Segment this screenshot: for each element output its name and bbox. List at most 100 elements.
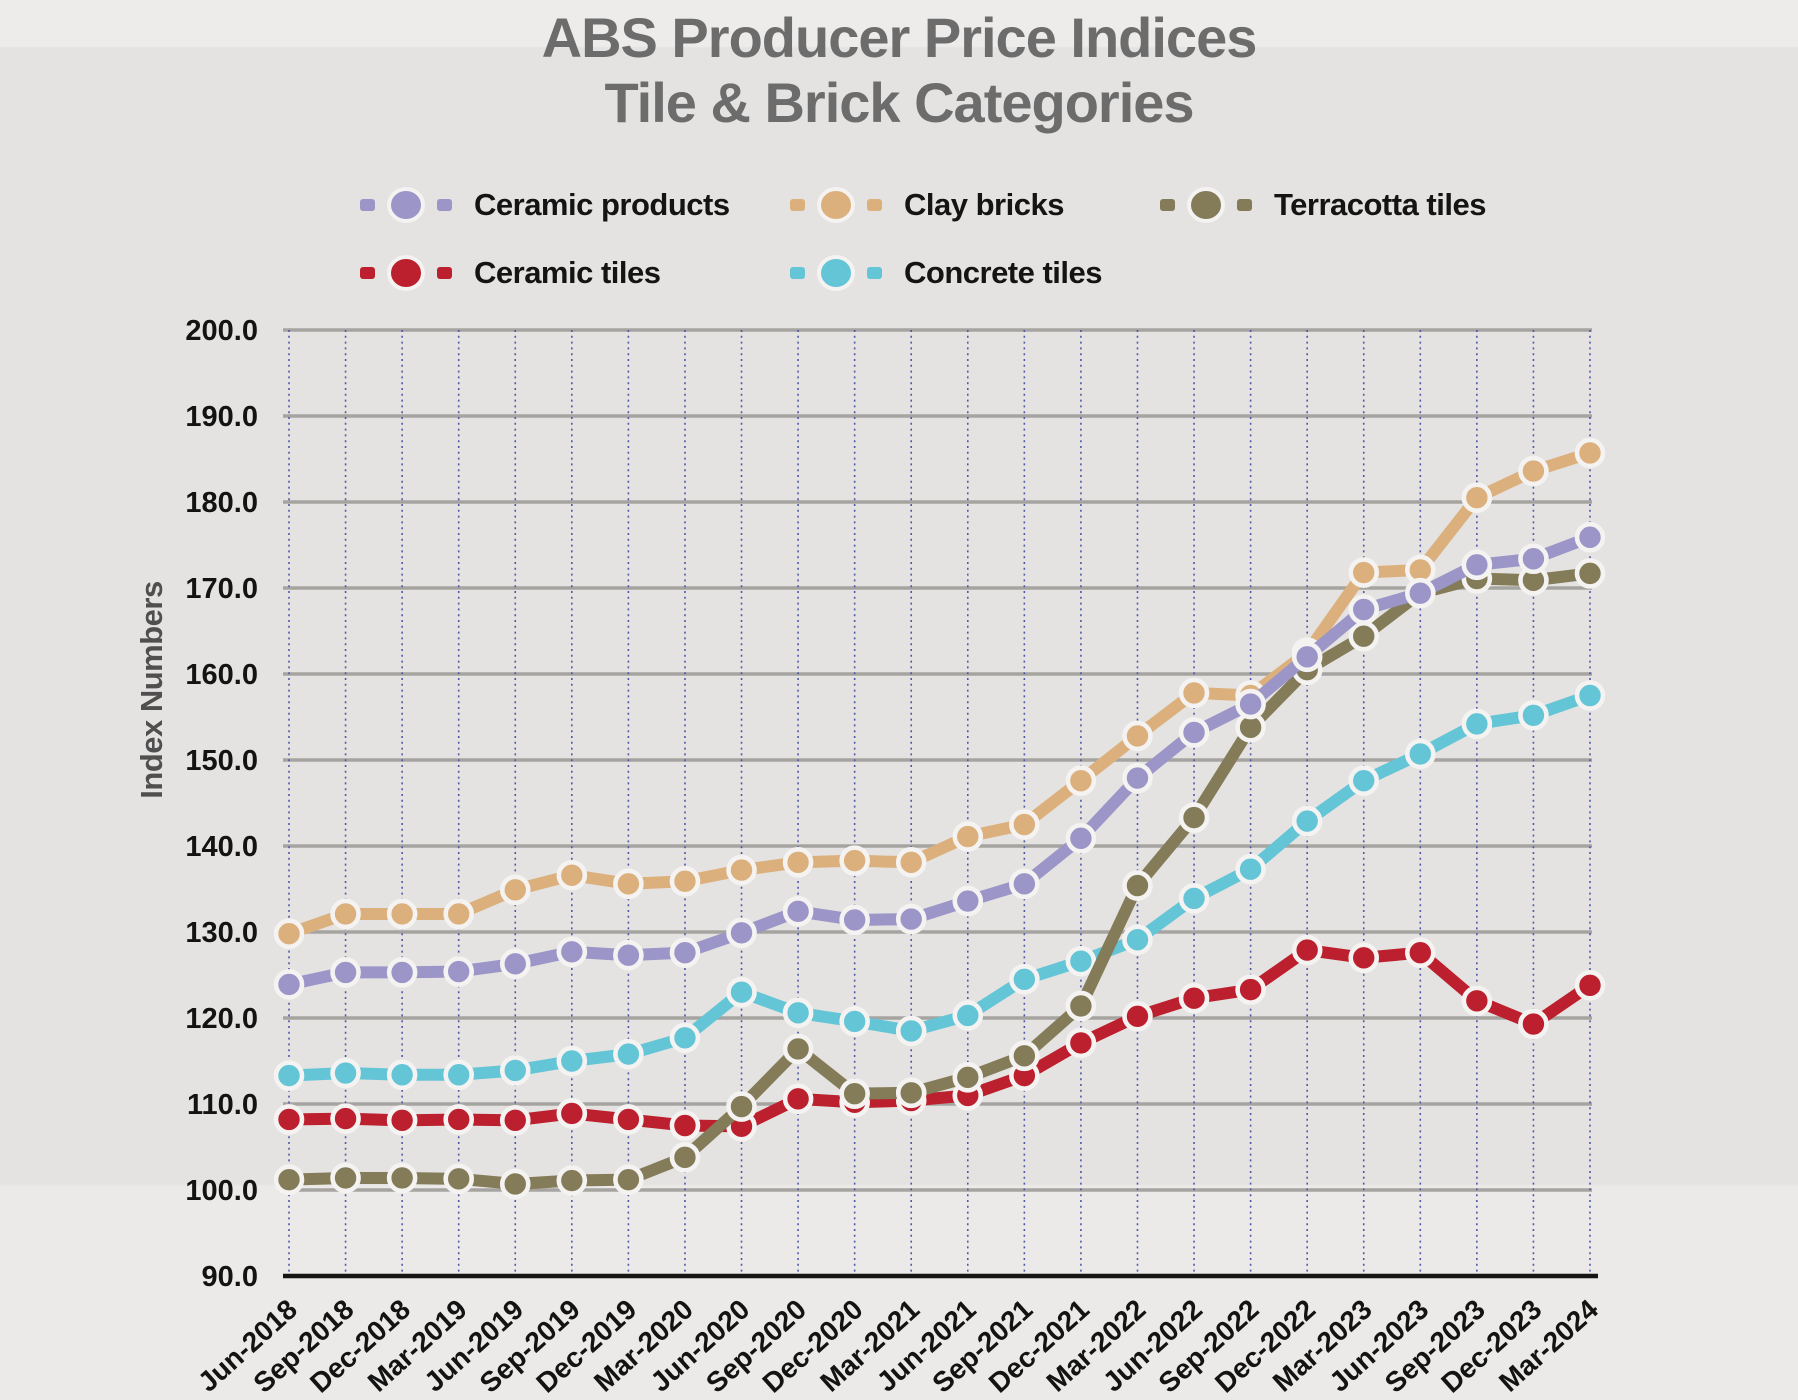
data-point-terracotta-tiles-mar-2022 [1122, 870, 1153, 901]
data-point-concrete-tiles-dec-2020 [839, 1006, 870, 1037]
data-point-ceramic-products-mar-2023 [1348, 594, 1380, 625]
data-point-concrete-tiles-jun-2022 [1178, 883, 1210, 914]
data-point-concrete-tiles-mar-2024 [1574, 680, 1606, 711]
data-point-ceramic-products-mar-2020 [669, 937, 701, 968]
data-point-ceramic-products-mar-2019 [443, 956, 474, 987]
data-point-clay-bricks-dec-2018 [386, 898, 418, 930]
data-point-clay-bricks-mar-2024 [1574, 437, 1606, 469]
legend-line-marker-icon [790, 255, 882, 291]
data-point-concrete-tiles-jun-2020 [726, 976, 757, 1008]
data-point-ceramic-tiles-dec-2021 [1065, 1027, 1097, 1059]
data-point-terracotta-tiles-jun-2020 [726, 1091, 757, 1122]
data-point-ceramic-products-dec-2023 [1518, 543, 1549, 575]
legend-line-marker-icon [360, 255, 452, 291]
data-point-terracotta-tiles-dec-2020 [839, 1078, 870, 1109]
data-point-terracotta-tiles-mar-2019 [443, 1163, 474, 1195]
data-point-clay-bricks-sep-2023 [1461, 482, 1493, 514]
data-point-ceramic-products-sep-2021 [1009, 868, 1040, 900]
data-point-concrete-tiles-sep-2019 [556, 1045, 588, 1077]
data-point-clay-bricks-dec-2021 [1065, 765, 1097, 796]
data-point-ceramic-tiles-mar-2022 [1122, 1000, 1153, 1032]
chart-legend: Ceramic products Clay bricks Terracotta ti… [0, 0, 1798, 310]
data-point-ceramic-tiles-dec-2022 [1291, 934, 1323, 966]
x-axis-tick-labels: Jun-2018Sep-2018Dec-2018Mar-2019Jun-2019… [192, 1293, 1604, 1399]
data-point-terracotta-tiles-dec-2019 [613, 1164, 644, 1195]
data-point-concrete-tiles-sep-2021 [1009, 963, 1040, 995]
data-point-clay-bricks-sep-2020 [782, 847, 814, 878]
data-point-concrete-tiles-jun-2019 [499, 1055, 531, 1086]
data-point-terracotta-tiles-sep-2020 [782, 1033, 814, 1065]
data-point-ceramic-products-jun-2019 [499, 948, 531, 980]
legend-line-marker-icon [360, 187, 452, 223]
data-point-terracotta-tiles-jun-2021 [952, 1062, 984, 1093]
data-point-terracotta-tiles-jun-2018 [273, 1164, 305, 1195]
y-tick-label: 180.0 [185, 487, 258, 519]
data-point-concrete-tiles-mar-2021 [895, 1015, 927, 1047]
legend-label: Terracotta tiles [1274, 187, 1486, 222]
data-point-clay-bricks-jun-2019 [499, 874, 531, 906]
data-point-clay-bricks-sep-2018 [330, 898, 361, 930]
y-tick-label: 200.0 [185, 315, 258, 347]
y-tick-label: 90.0 [202, 1261, 258, 1293]
data-point-ceramic-products-mar-2022 [1122, 762, 1153, 794]
data-point-clay-bricks-sep-2019 [556, 859, 588, 891]
data-point-ceramic-products-dec-2018 [386, 957, 418, 988]
data-point-concrete-tiles-jun-2018 [273, 1060, 305, 1091]
data-point-clay-bricks-sep-2021 [1009, 809, 1040, 840]
data-point-ceramic-tiles-sep-2018 [330, 1103, 361, 1134]
data-point-concrete-tiles-mar-2019 [443, 1059, 474, 1091]
data-point-ceramic-tiles-sep-2020 [782, 1083, 814, 1115]
series-ceramic-products [273, 521, 1606, 1000]
data-point-concrete-tiles-dec-2021 [1065, 945, 1097, 977]
data-point-concrete-tiles-dec-2022 [1291, 805, 1323, 837]
data-point-ceramic-tiles-sep-2019 [556, 1098, 588, 1129]
y-tick-label: 100.0 [185, 1175, 258, 1207]
data-point-concrete-tiles-sep-2022 [1235, 853, 1266, 885]
data-point-ceramic-tiles-sep-2022 [1235, 974, 1266, 1005]
y-tick-label: 170.0 [185, 573, 258, 605]
chart-title: ABS Producer Price Indices Tile & Brick … [0, 6, 1798, 136]
data-point-ceramic-tiles-mar-2024 [1574, 970, 1606, 1001]
data-point-ceramic-products-sep-2018 [330, 957, 361, 988]
data-point-terracotta-tiles-sep-2018 [330, 1162, 361, 1194]
data-point-terracotta-tiles-sep-2019 [556, 1165, 588, 1196]
data-point-ceramic-products-sep-2022 [1235, 688, 1266, 720]
data-point-ceramic-products-jun-2021 [952, 885, 984, 917]
data-point-clay-bricks-mar-2019 [443, 898, 474, 930]
legend-line-marker-icon [790, 187, 882, 223]
series-terracotta-tiles [273, 558, 1606, 1200]
data-point-ceramic-tiles-dec-2019 [613, 1104, 644, 1135]
data-point-concrete-tiles-jun-2021 [952, 1000, 984, 1031]
legend-item-terracotta-tiles: Terracotta tiles [1158, 181, 1486, 229]
data-point-ceramic-products-jun-2023 [1405, 577, 1436, 609]
data-point-concrete-tiles-sep-2018 [330, 1057, 361, 1089]
data-point-clay-bricks-mar-2020 [669, 865, 701, 897]
legend-label: Concrete tiles [904, 255, 1103, 290]
data-point-concrete-tiles-dec-2023 [1518, 699, 1549, 731]
y-tick-label: 190.0 [185, 401, 258, 433]
data-point-terracotta-tiles-dec-2021 [1065, 990, 1097, 1022]
legend-item-concrete-tiles: Concrete tiles [788, 249, 1103, 297]
data-point-terracotta-tiles-jun-2019 [499, 1168, 531, 1200]
data-point-clay-bricks-mar-2021 [895, 847, 927, 878]
data-point-ceramic-products-dec-2022 [1291, 641, 1323, 673]
legend-item-clay-bricks: Clay bricks [788, 181, 1064, 229]
data-point-terracotta-tiles-mar-2023 [1348, 620, 1380, 652]
data-point-ceramic-products-jun-2018 [273, 969, 305, 1000]
legend-label: Clay bricks [904, 187, 1064, 222]
data-point-ceramic-tiles-jun-2023 [1405, 937, 1436, 968]
data-point-concrete-tiles-mar-2022 [1122, 924, 1153, 956]
data-point-ceramic-products-jun-2020 [726, 917, 757, 949]
data-point-clay-bricks-dec-2019 [613, 868, 644, 900]
data-point-concrete-tiles-dec-2018 [386, 1059, 418, 1091]
data-point-ceramic-tiles-sep-2023 [1461, 985, 1493, 1017]
data-point-ceramic-products-mar-2024 [1574, 521, 1606, 553]
y-tick-label: 120.0 [185, 1003, 258, 1035]
legend-label: Ceramic products [474, 187, 730, 222]
data-point-concrete-tiles-sep-2023 [1461, 708, 1493, 740]
chart-title-line-2: Tile & Brick Categories [604, 70, 1194, 134]
data-point-ceramic-tiles-jun-2018 [273, 1104, 305, 1135]
data-point-terracotta-tiles-mar-2024 [1574, 558, 1606, 589]
data-point-terracotta-tiles-dec-2018 [386, 1162, 418, 1194]
